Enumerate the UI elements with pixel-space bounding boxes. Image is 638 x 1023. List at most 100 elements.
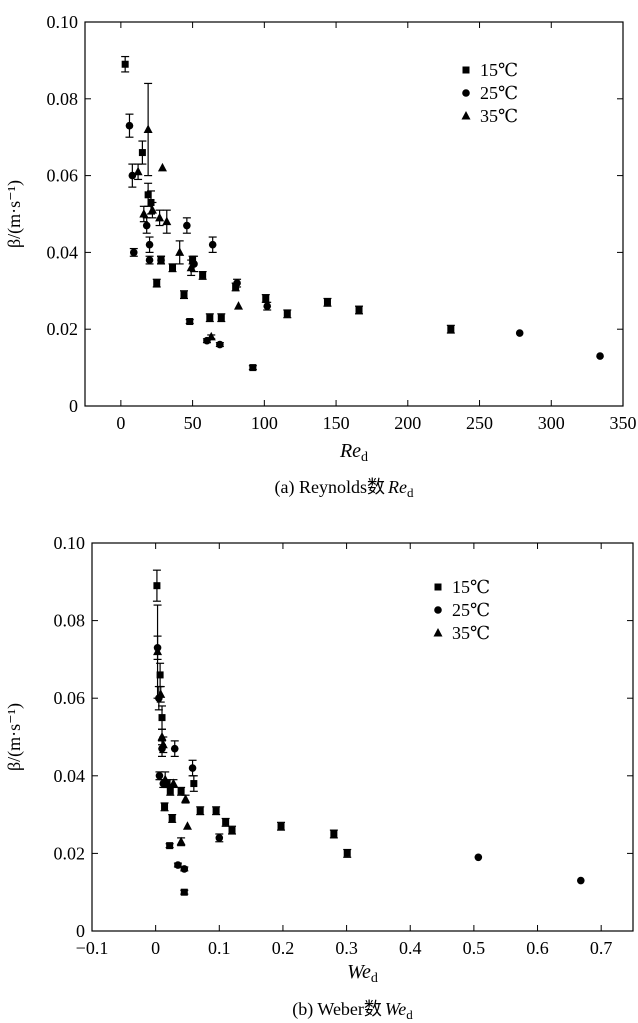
data-point-square: [222, 818, 230, 826]
x-tick-label: 0.2: [272, 938, 295, 958]
data-point-square: [153, 582, 161, 590]
data-point-circle: [188, 764, 197, 772]
data-point-square: [206, 314, 214, 322]
data-point-circle: [462, 89, 470, 97]
data-point-square: [158, 714, 166, 722]
chart-panel-0: 0 50 100 150 200 250 300 350 0 0.02 0.04 0.06 0.08 0.…: [4, 12, 637, 500]
x-axis-label-sub: d: [361, 450, 368, 465]
caption-sub: d: [406, 1007, 413, 1022]
x-tick-label: 200: [394, 413, 421, 433]
data-point-circle: [180, 865, 189, 873]
plot-frame: [91, 542, 634, 932]
data-point-square: [163, 780, 171, 788]
data-point-square: [138, 149, 146, 157]
data-point-triangle: [158, 739, 168, 749]
y-axis-label: β/(m·s⁻¹): [4, 180, 25, 248]
x-tick-label: 0.6: [526, 938, 549, 958]
data-point-square: [190, 780, 198, 788]
data-point-circle: [233, 279, 241, 287]
data-point-square: [168, 814, 176, 822]
data-point-square: [283, 310, 291, 318]
data-point-square: [447, 325, 455, 333]
series-2: [133, 82, 244, 341]
data-point-square: [144, 191, 152, 199]
figure-caption: (a) Reynolds数 Red: [275, 477, 414, 500]
caption-var: Re: [387, 477, 407, 497]
data-point-square: [262, 294, 270, 302]
x-tick-label: 350: [610, 413, 637, 433]
data-point-circle: [129, 248, 138, 257]
legend-entry: 25℃: [452, 600, 490, 620]
data-point-square: [330, 830, 338, 838]
data-point-triangle: [153, 646, 163, 656]
data-point-square: [199, 271, 207, 279]
data-point-square: [343, 849, 351, 857]
data-point-triangle: [461, 111, 471, 120]
data-point-triangle: [157, 162, 167, 172]
x-tick-label: 0: [116, 413, 125, 433]
data-point-circle: [263, 302, 272, 310]
x-axis-label: Red: [339, 440, 368, 465]
data-point-circle: [474, 853, 483, 862]
x-axis-label-sub: d: [371, 971, 378, 986]
data-point-triangle: [186, 262, 196, 272]
data-point-triangle: [168, 778, 178, 788]
data-point-square: [177, 787, 185, 795]
caption-var: We: [385, 999, 406, 1019]
data-point-triangle: [433, 628, 443, 637]
data-point-square: [153, 279, 161, 287]
data-point-circle: [128, 171, 137, 180]
legend-entry: 15℃: [480, 60, 518, 80]
data-point-triangle: [133, 166, 143, 176]
caption-sub: d: [407, 485, 414, 500]
data-point-circle: [216, 340, 224, 349]
y-tick-label: 0.02: [54, 843, 86, 863]
series-0: [152, 569, 352, 896]
y-tick-label: 0: [69, 396, 78, 416]
figure-caption: (b) Weber数 Wed: [292, 999, 413, 1022]
y-tick-label: 0: [76, 921, 85, 941]
data-point-square: [212, 807, 220, 815]
x-tick-label: 0: [151, 938, 160, 958]
x-tick-label: 0.4: [399, 938, 422, 958]
data-point-triangle: [155, 212, 165, 222]
data-point-circle: [208, 240, 217, 249]
x-tick-label: 0.5: [463, 938, 486, 958]
data-point-square: [180, 888, 188, 896]
chart-panel-1: −0.1 0 0.1 0.2 0.3 0.4 0.5 0.6 0.700.020.040.060…: [4, 533, 634, 1022]
legend-entry: 35℃: [480, 106, 518, 126]
data-point-circle: [145, 256, 154, 264]
x-tick-label: 100: [251, 413, 278, 433]
x-tick-label: 0.7: [590, 938, 613, 958]
data-point-square: [180, 291, 188, 299]
data-point-circle: [577, 876, 585, 885]
data-point-square: [434, 583, 442, 591]
data-point-circle: [125, 121, 134, 130]
data-point-square: [249, 364, 257, 372]
data-point-circle: [215, 834, 224, 842]
data-point-square: [161, 803, 169, 811]
data-point-triangle: [162, 216, 172, 226]
x-tick-label: 250: [466, 413, 493, 433]
data-point-triangle: [176, 836, 186, 846]
plot-frame: [84, 21, 624, 407]
data-point-triangle: [182, 821, 192, 830]
x-tick-label: −0.1: [76, 938, 109, 958]
y-tick-label: 0.04: [54, 766, 86, 786]
legend-entry: 35℃: [452, 623, 490, 643]
legend-entry: 25℃: [480, 83, 518, 103]
data-point-triangle: [143, 124, 153, 134]
y-tick-label: 0.08: [47, 89, 79, 109]
data-point-square: [156, 671, 164, 679]
y-tick-label: 0.06: [47, 166, 79, 186]
series-1: [125, 113, 604, 360]
data-point-circle: [515, 329, 524, 337]
legend-entry: 15℃: [452, 577, 490, 597]
y-tick-label: 0.02: [47, 319, 79, 339]
x-tick-label: 300: [538, 413, 565, 433]
data-point-circle: [157, 256, 165, 264]
series-1: [153, 635, 585, 885]
data-point-square: [462, 66, 470, 74]
x-tick-label: 0.3: [335, 938, 358, 958]
x-tick-label: 150: [323, 413, 350, 433]
